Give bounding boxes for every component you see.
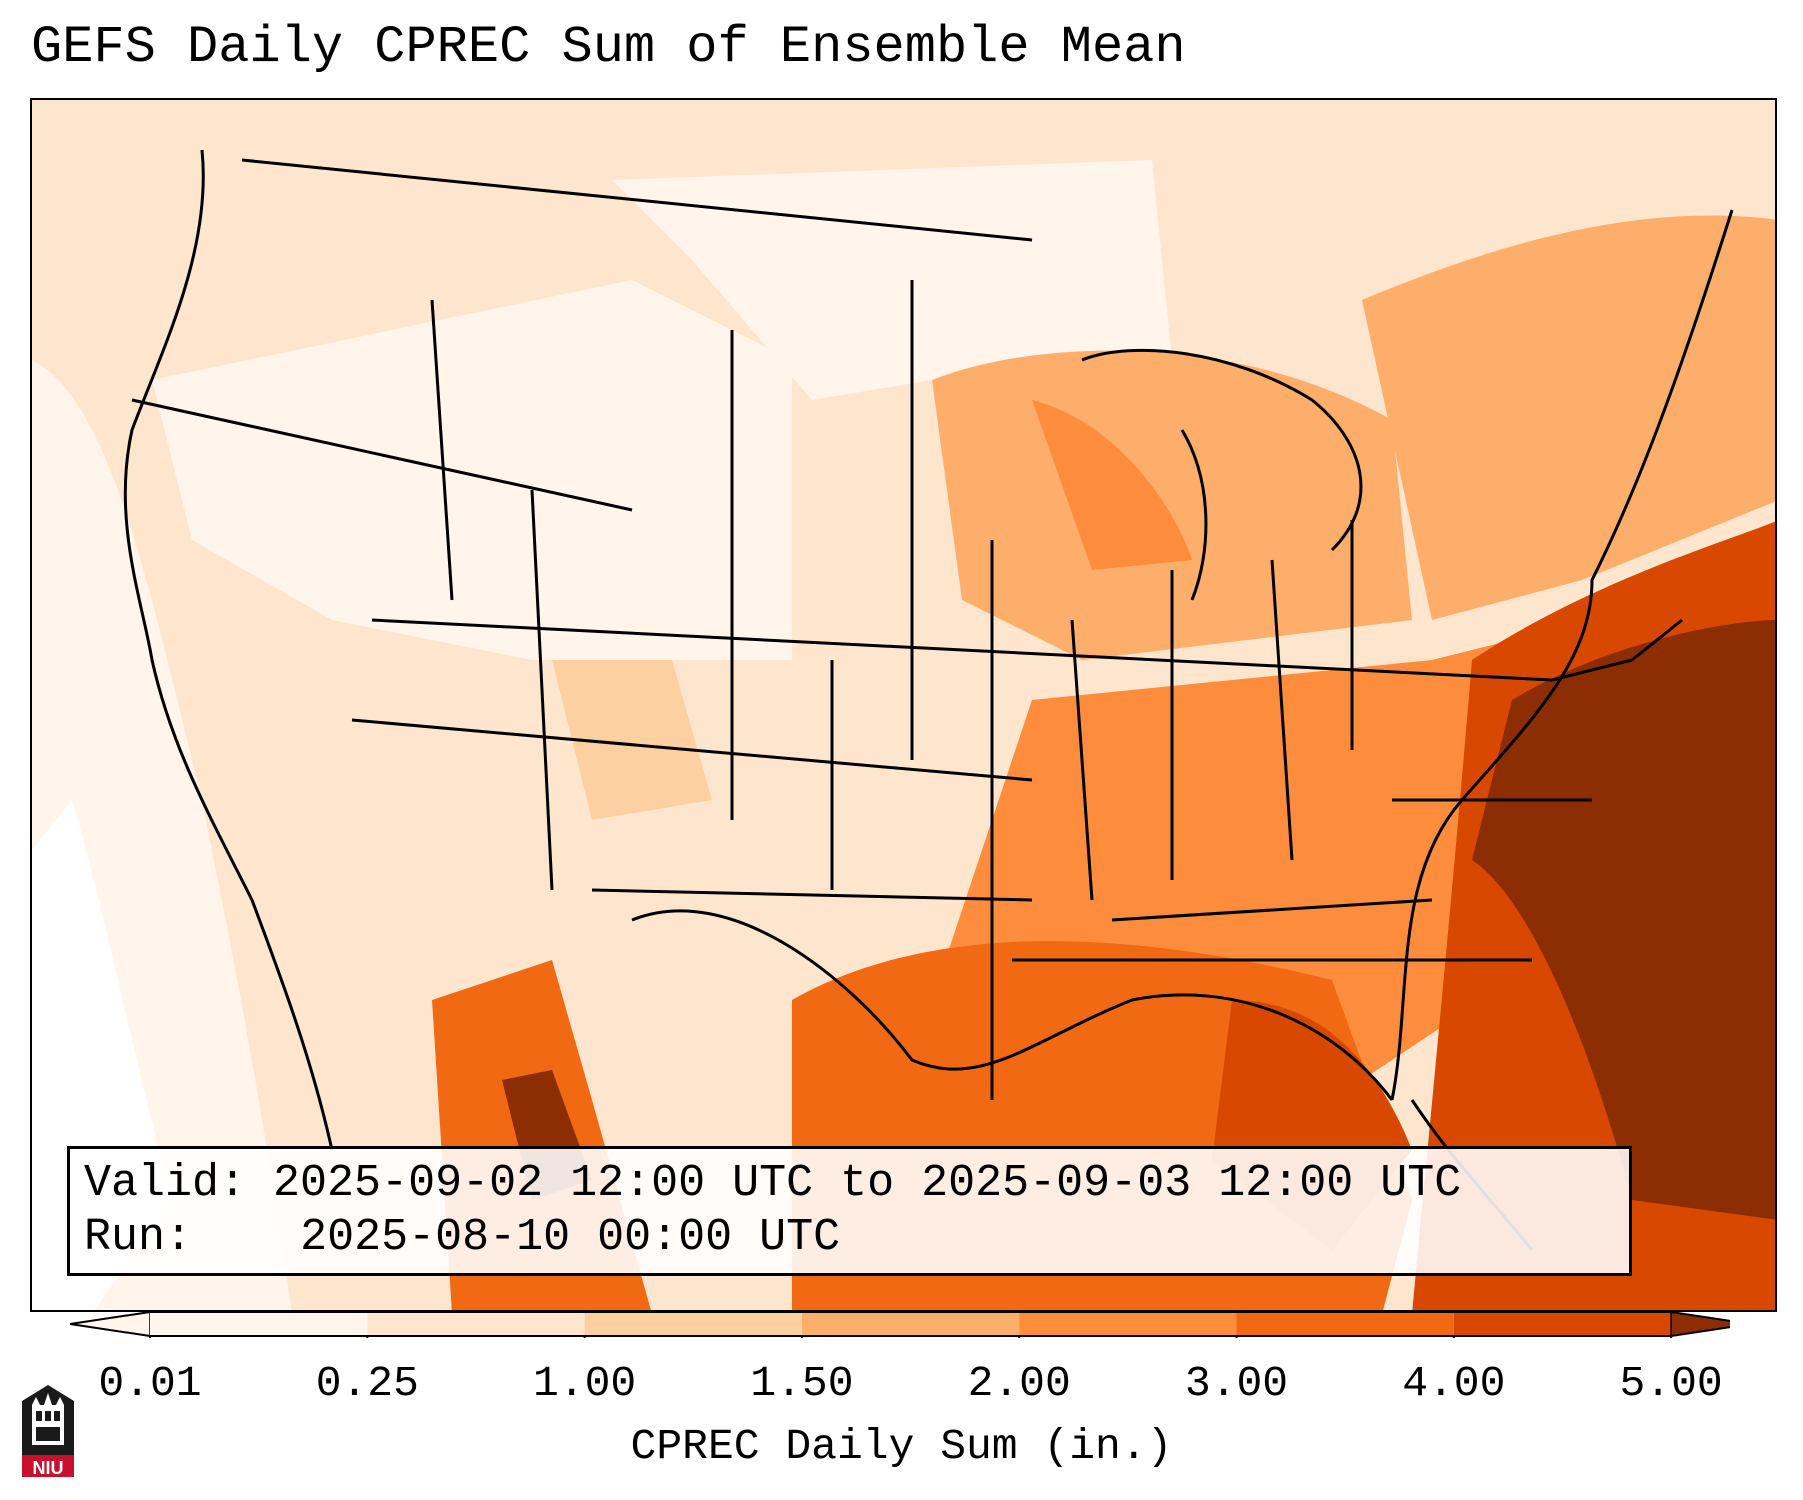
colorbar-segment [367,1312,585,1336]
precip-field-northeast [1362,215,1775,620]
colorbar-segment [801,1312,1020,1336]
precip-map [32,100,1775,1310]
colorbar-segment [584,1312,802,1336]
colorbar-tick-label: 0.25 [315,1359,419,1408]
niu-logo-icon [22,1385,74,1477]
map-panel [30,98,1777,1312]
valid-line: Valid: 2025-09-02 12:00 UTC to 2025-09-0… [84,1161,1461,1206]
colorbar-tick-label: 2.00 [967,1359,1071,1408]
run-time: 2025-08-10 00:00 UTC [300,1212,841,1263]
niu-logo-text: NIU [32,1458,64,1478]
valid-run-info-box: Valid: 2025-09-02 12:00 UTC to 2025-09-0… [67,1146,1632,1276]
colorbar-segment [1019,1312,1237,1336]
colorbar-tick-label: 1.00 [532,1359,637,1408]
colorbar-segment [1236,1312,1454,1336]
colorbar-tick-label: 5.00 [1619,1359,1723,1408]
map-title: GEFS Daily CPREC Sum of Ensemble Mean [31,18,1186,77]
precip-field-atlantic-heavy [1472,620,1775,1220]
colorbar-segment [1453,1312,1672,1336]
precip-field-west [152,280,792,660]
colorbar-tick-label: 3.00 [1184,1359,1289,1408]
valid-time-range: 2025-09-02 12:00 UTC to 2025-09-03 12:00… [273,1158,1462,1209]
valid-label: Valid: [84,1158,247,1209]
colorbar-tick-label: 0.01 [98,1359,202,1408]
run-line: Run: 2025-08-10 00:00 UTC [84,1215,840,1260]
colorbar-segment [150,1312,368,1336]
coastline-and-borders [123,149,1734,1251]
colorbar [70,1311,1730,1338]
colorbar-segments [70,1311,1730,1337]
precip-field-colorado [552,660,712,820]
colorbar-label: CPREC Daily Sum (in.) [630,1422,1173,1471]
colorbar-extend-low [70,1311,151,1337]
run-label: Run: [84,1212,193,1263]
colorbar-tick-label: 1.50 [750,1359,854,1408]
precip-field-great-lakes [1032,400,1192,570]
precip-field-north [612,160,1172,400]
colorbar-tick-label: 4.00 [1402,1359,1506,1408]
colorbar-ticks [149,1336,1673,1338]
